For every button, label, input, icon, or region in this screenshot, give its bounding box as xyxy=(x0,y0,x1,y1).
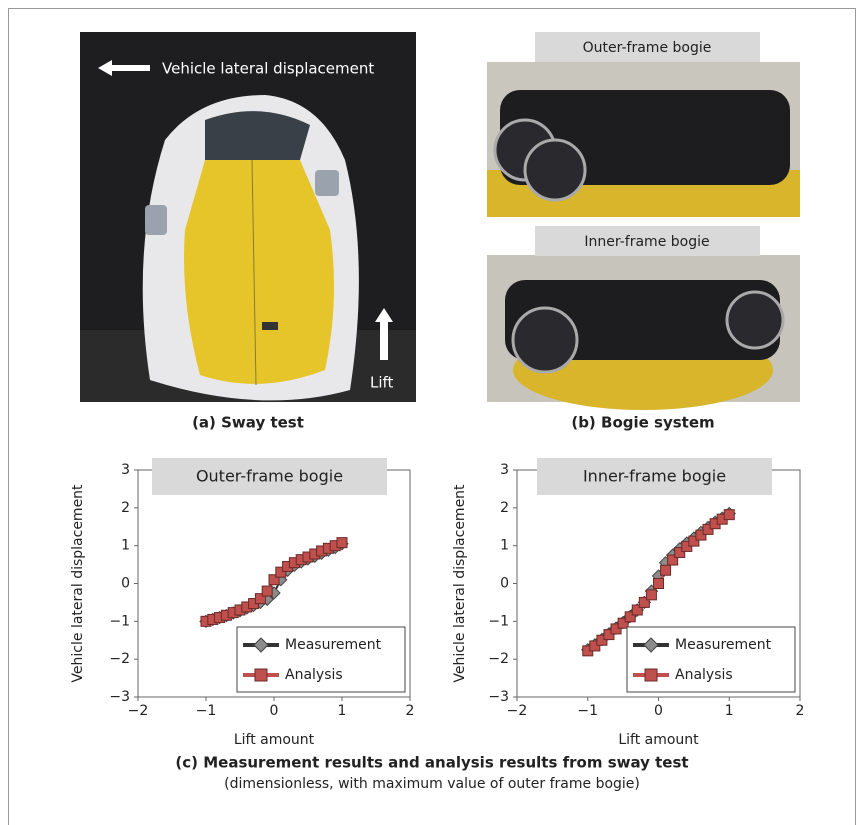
x-tick-label: 0 xyxy=(654,703,663,719)
marker xyxy=(724,510,734,520)
caption-c: (c) Measurement results and analysis res… xyxy=(175,754,688,772)
y-tick-label: −2 xyxy=(109,651,130,667)
arrow-label: Vehicle lateral displacement xyxy=(162,60,374,78)
photo-sway-test: Vehicle lateral displacement Lift xyxy=(80,32,416,402)
y-tick-label: 3 xyxy=(500,462,509,478)
x-tick-label: 1 xyxy=(725,703,734,719)
legend-label: Measurement xyxy=(675,637,772,653)
chart-title: Inner-frame bogie xyxy=(583,467,726,486)
x-tick-label: 1 xyxy=(338,703,347,719)
y-tick-label: −1 xyxy=(488,613,509,629)
marker xyxy=(262,586,272,596)
x-tick-label: −1 xyxy=(577,703,598,719)
page: Vehicle lateral displacement Lift (a) Sw… xyxy=(0,0,864,825)
y-tick-label: −3 xyxy=(109,689,130,705)
caption-a: (a) Sway test xyxy=(192,414,304,432)
caption-b: (b) Bogie system xyxy=(571,414,714,432)
y-tick-label: 1 xyxy=(500,538,509,554)
x-tick-label: 2 xyxy=(796,703,805,719)
marker xyxy=(661,565,671,575)
y-tick-label: −2 xyxy=(488,651,509,667)
chart-title: Outer-frame bogie xyxy=(196,467,343,486)
figure: Vehicle lateral displacement Lift (a) Sw… xyxy=(0,0,864,825)
photo-inner-bogie xyxy=(487,255,800,410)
x-tick-label: −1 xyxy=(196,703,217,719)
x-axis-label: Lift amount xyxy=(234,732,315,748)
lift-label: Lift xyxy=(370,374,394,392)
legend-marker xyxy=(645,669,657,681)
x-tick-label: 2 xyxy=(406,703,415,719)
y-tick-label: 0 xyxy=(121,576,130,592)
y-axis-label: Vehicle lateral displacement xyxy=(70,484,86,683)
y-tick-label: −3 xyxy=(488,689,509,705)
y-axis-label: Vehicle lateral displacement xyxy=(452,484,468,683)
legend-label: Measurement xyxy=(285,637,382,653)
y-tick-label: 0 xyxy=(500,576,509,592)
caption-c-note: (dimensionless, with maximum value of ou… xyxy=(224,776,640,792)
y-tick-label: 2 xyxy=(121,500,130,516)
legend-label: Analysis xyxy=(675,667,733,683)
y-tick-label: 1 xyxy=(121,538,130,554)
legend-marker xyxy=(255,669,267,681)
x-tick-label: −2 xyxy=(128,703,149,719)
photo-label: Outer-frame bogie xyxy=(583,40,712,56)
y-tick-label: 2 xyxy=(500,500,509,516)
marker xyxy=(646,590,656,600)
x-tick-label: −2 xyxy=(507,703,528,719)
photo-outer-bogie xyxy=(487,62,800,217)
y-tick-label: −1 xyxy=(109,613,130,629)
marker xyxy=(654,579,664,589)
legend-label: Analysis xyxy=(285,667,343,683)
photo-label: Inner-frame bogie xyxy=(584,234,709,250)
y-tick-label: 3 xyxy=(121,462,130,478)
marker xyxy=(337,538,347,548)
x-tick-label: 0 xyxy=(270,703,279,719)
x-axis-label: Lift amount xyxy=(618,732,699,748)
